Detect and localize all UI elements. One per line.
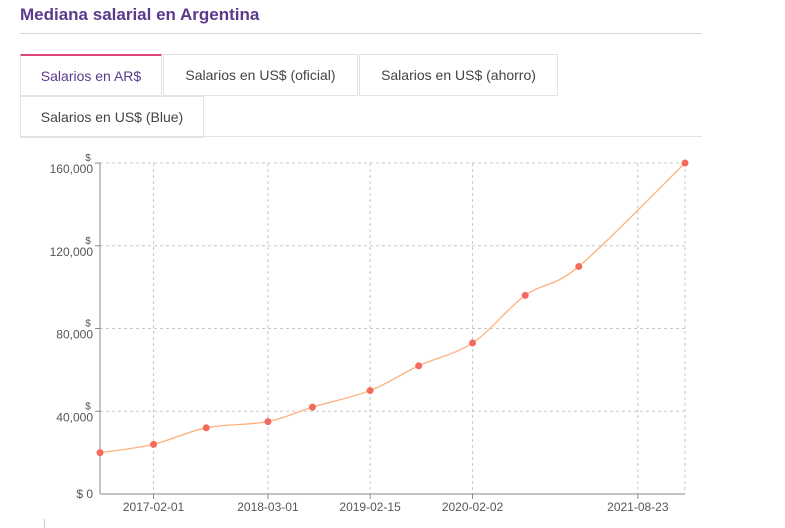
y-tick-label: $ 0 <box>76 487 93 501</box>
y-tick-unit: $ <box>85 236 91 247</box>
y-tick-unit: $ <box>85 319 91 330</box>
x-tick-label: 2017-02-01 <box>123 500 185 514</box>
data-point <box>308 403 316 411</box>
y-tick-label: 40,000 <box>56 410 93 424</box>
page-title: Mediana salarial en Argentina <box>20 5 260 24</box>
data-point <box>469 339 477 347</box>
data-point <box>264 418 272 426</box>
data-point <box>366 387 374 395</box>
data-point <box>415 362 423 370</box>
bottom-divider <box>44 519 45 528</box>
data-point <box>521 291 529 299</box>
y-tick-label: 80,000 <box>56 328 93 342</box>
y-tick-label: 160,000 <box>50 162 94 176</box>
salary-line-chart: $ 0$40,000$80,000$120,000$160,0002017-02… <box>50 153 689 514</box>
tabs-divider <box>20 136 702 137</box>
y-tick-unit: $ <box>85 153 91 164</box>
data-point <box>681 159 689 167</box>
x-tick-label: 2019-02-15 <box>339 500 401 514</box>
data-point <box>150 440 158 448</box>
y-tick-label: 120,000 <box>50 245 94 259</box>
tab-salarios-usd-ahorro[interactable]: Salarios en US$ (ahorro) <box>359 54 558 96</box>
data-point <box>202 424 210 432</box>
tab-salarios-usd-oficial[interactable]: Salarios en US$ (oficial) <box>163 54 358 96</box>
x-tick-label: 2020-02-02 <box>442 500 504 514</box>
data-point <box>96 449 104 457</box>
data-point <box>575 262 583 270</box>
tab-salarios-usd-blue[interactable]: Salarios en US$ (Blue) <box>20 96 204 138</box>
series-line <box>99 162 686 454</box>
tab-salarios-ars[interactable]: Salarios en AR$ <box>20 54 162 96</box>
title-divider <box>20 33 702 34</box>
y-tick-unit: $ <box>85 401 91 412</box>
x-tick-label: 2021-08-23 <box>607 500 669 514</box>
x-tick-label: 2018-03-01 <box>237 500 299 514</box>
